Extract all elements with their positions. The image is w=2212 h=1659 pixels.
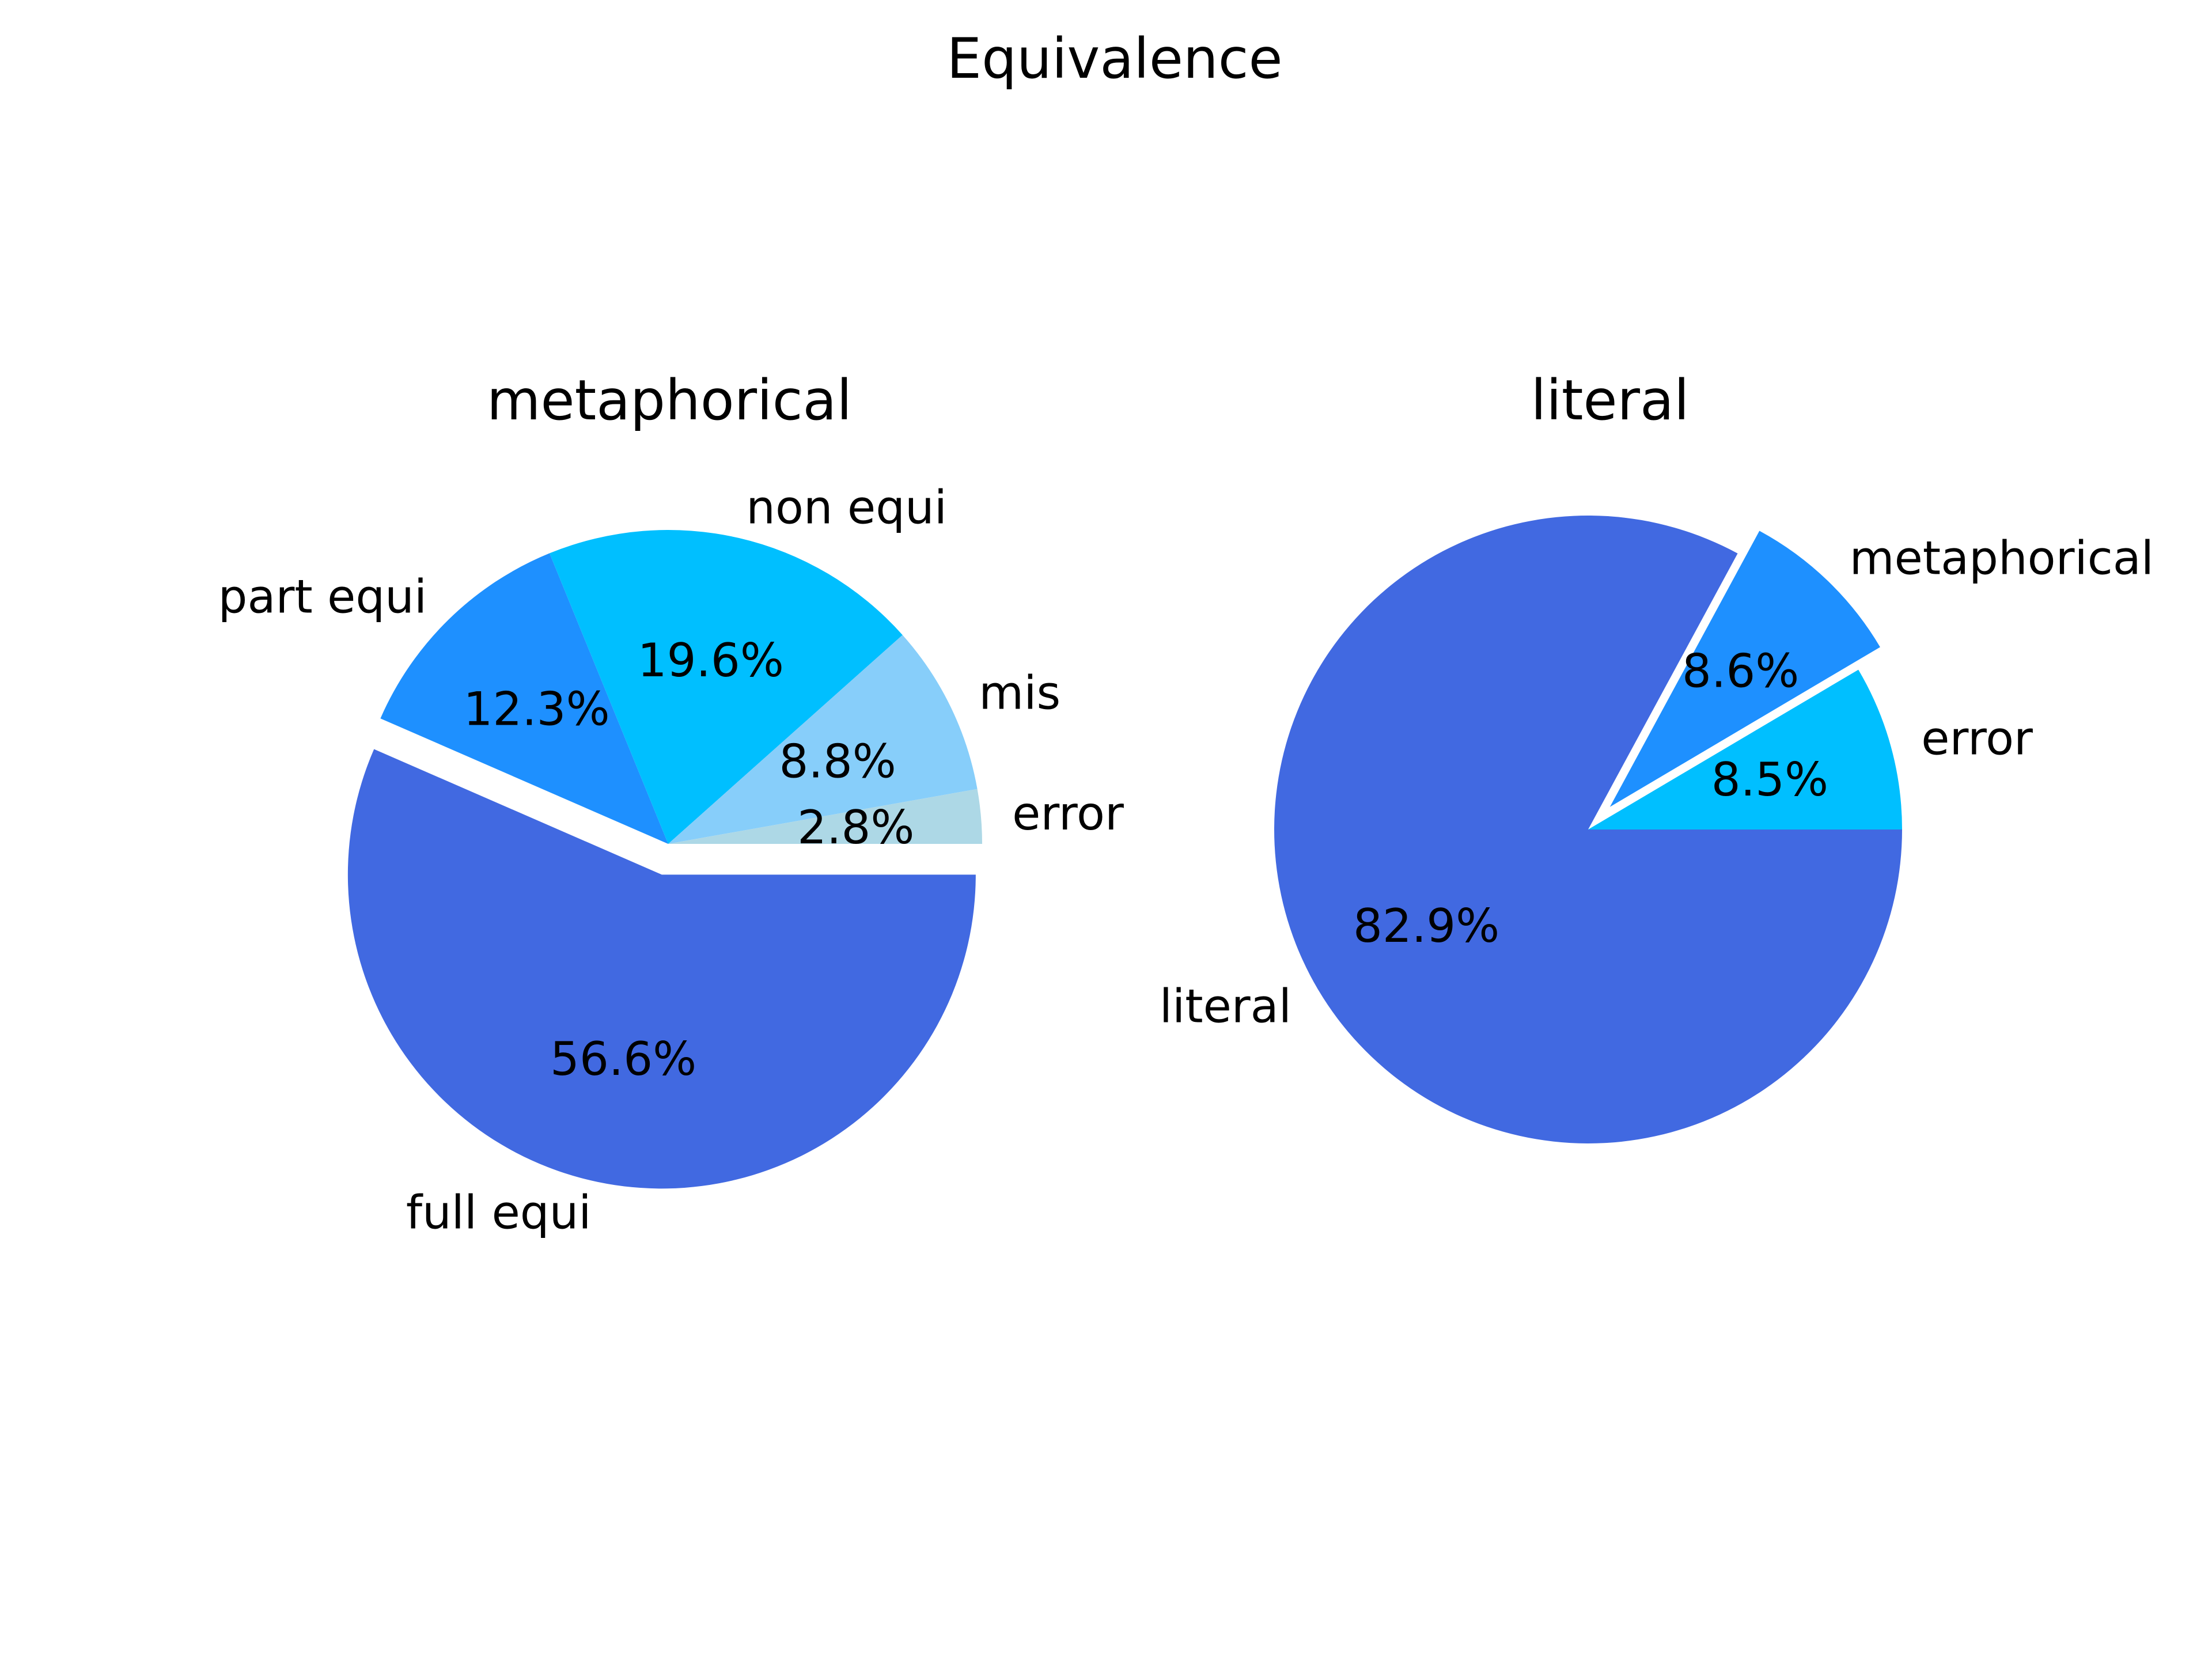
pie-slice-non-equi — [550, 529, 903, 844]
pie-category-label: full equi — [406, 1186, 592, 1240]
pie-category-label: literal — [1160, 979, 1291, 1033]
pie-slice-metaphorical — [1609, 531, 1880, 807]
pie-category-label: error — [1921, 711, 2033, 765]
pie-slice-part-equi — [380, 553, 668, 844]
pie-slice-literal — [1274, 516, 1902, 1144]
pie-category-label: non equi — [746, 480, 947, 534]
pie-percent-label: 8.8% — [779, 735, 896, 789]
pie-title-metaphorical: metaphorical — [487, 368, 852, 433]
pie-percent-label: 56.6% — [550, 1032, 696, 1086]
pie-slice-full-equi — [347, 749, 976, 1189]
pie-category-label: part equi — [218, 570, 427, 624]
pie-category-label: mis — [979, 666, 1060, 720]
figure-title: Equivalence — [946, 26, 1282, 91]
pie-percent-label: 12.3% — [463, 683, 609, 736]
pie-percent-label: 2.8% — [797, 801, 914, 854]
pie-percent-label: 8.6% — [1682, 645, 1799, 698]
pie-slice-mis — [668, 635, 978, 844]
pie-slice-error — [668, 789, 982, 844]
pie-percent-label: 19.6% — [638, 634, 784, 687]
pie-percent-label: 8.5% — [1711, 753, 1828, 806]
pie-category-label: metaphorical — [1850, 531, 2154, 585]
pie-category-label: error — [1012, 787, 1124, 840]
pie-title-literal: literal — [1531, 368, 1689, 433]
pie-slice-error — [1588, 669, 1902, 830]
pie-percent-label: 82.9% — [1353, 899, 1499, 953]
pie-chart-metaphorical: metaphorical full equi 56.6% part equi 12.3… — [218, 368, 1124, 1240]
pie-chart-literal: literal literal 82.9% metaphorical 8.6% erro… — [1160, 368, 2154, 1144]
